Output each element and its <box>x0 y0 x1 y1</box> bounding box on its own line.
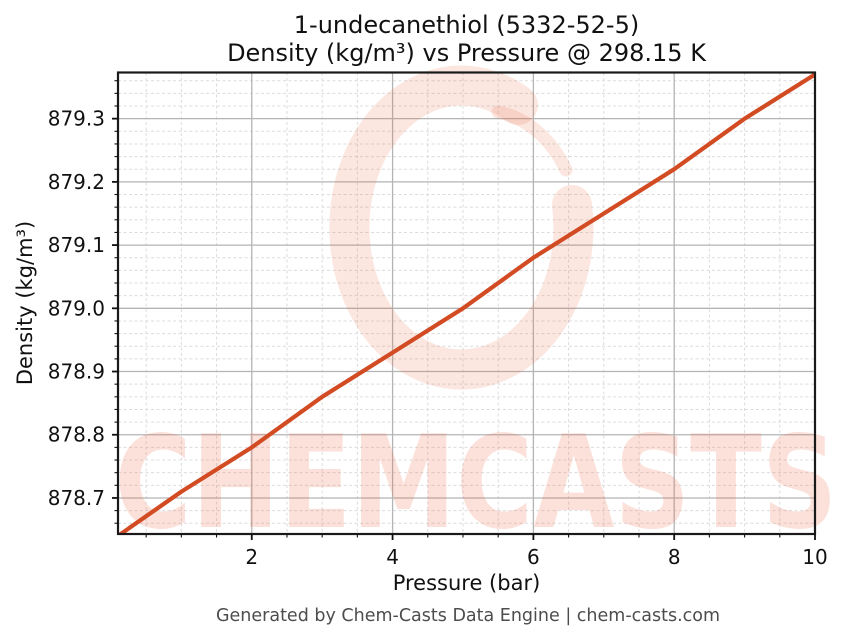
x-tick-label: 8 <box>668 545 681 569</box>
x-tick-label: 4 <box>386 545 399 569</box>
y-tick-label: 879.1 <box>48 233 105 257</box>
y-tick-label: 878.8 <box>48 423 105 447</box>
y-tick-label: 879.2 <box>48 170 105 194</box>
x-axis-label: Pressure (bar) <box>392 571 541 595</box>
footer-attribution: Generated by Chem-Casts Data Engine | ch… <box>215 606 721 626</box>
x-tick-label: 10 <box>802 545 827 569</box>
chemcasts-watermark-text: CHEMCASTS <box>115 409 838 558</box>
minor-gridlines <box>118 72 815 534</box>
y-tick-label: 879.0 <box>48 296 105 320</box>
x-tick-label: 2 <box>245 545 258 569</box>
chart-title-line1: 1-undecanethiol (5332-52-5) <box>293 11 640 39</box>
axis-ticks-and-labels: 2 4 6 8 10 878.7 878.8 878.9 879.0 879.1 879.2 879.… <box>48 80 828 569</box>
y-axis-label: Density (kg/m³) <box>13 220 37 386</box>
density-line <box>118 72 815 534</box>
chemcasts-logo-curl-icon <box>491 105 573 177</box>
plot-frame <box>116 71 817 536</box>
y-tick-label: 878.7 <box>48 486 105 510</box>
chart-title-line2: Density (kg/m³) vs Pressure @ 298.15 K <box>227 39 706 67</box>
y-tick-label: 878.9 <box>48 360 105 384</box>
chemcasts-logo-circle-icon <box>329 65 594 390</box>
y-tick-label: 879.3 <box>48 107 105 131</box>
data-series-line <box>118 72 815 534</box>
x-tick-label: 6 <box>527 545 540 569</box>
